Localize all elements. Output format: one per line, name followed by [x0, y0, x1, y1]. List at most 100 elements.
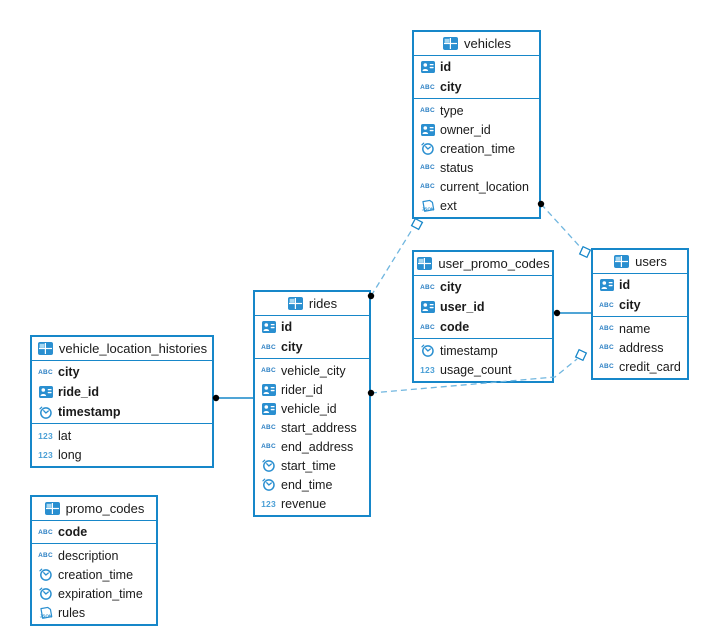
table-icon [44, 502, 61, 515]
relationship-vehicles-users [537, 200, 592, 259]
column-name: city [281, 340, 303, 354]
column-row: ABC end_address [255, 437, 369, 456]
table-header: vehicles [414, 32, 539, 56]
uuid-type-icon [419, 301, 436, 313]
column-row: ABC city [255, 337, 369, 357]
column-row: ABC city [414, 77, 539, 97]
column-name: id [619, 278, 631, 292]
columns-section: 123 lat 123 long [32, 424, 212, 466]
column-name: vehicle_id [281, 401, 337, 416]
table-icon [442, 37, 459, 50]
relationship-endpoint-square [410, 217, 424, 231]
column-row: ABC description [32, 546, 156, 565]
column-row: rider_id [255, 380, 369, 399]
table-header: promo_codes [32, 497, 156, 521]
table-rides[interactable]: rides id ABC city ABC vehicle_city [253, 290, 371, 517]
string-type-icon: ABC [420, 283, 435, 291]
string-type-icon: ABC [420, 83, 435, 91]
table-icon [287, 297, 304, 310]
timestamp-type-icon [37, 587, 54, 600]
column-name: city [619, 298, 641, 312]
column-name: description [58, 548, 119, 563]
column-name: usage_count [440, 362, 512, 377]
column-name: current_location [440, 179, 529, 194]
column-name: address [619, 340, 664, 355]
column-name: revenue [281, 496, 327, 511]
primary-key-section: ABC code [32, 521, 156, 544]
column-name: id [281, 320, 293, 334]
relationship-user_promo_codes-users [553, 309, 591, 317]
column-name: credit_card [619, 359, 681, 374]
primary-key-section: id ABC city [593, 274, 687, 317]
table-header: users [593, 250, 687, 274]
relationship-endpoint-dot [553, 309, 561, 317]
column-row: JSON ext [414, 196, 539, 215]
column-row: ABC city [414, 277, 552, 297]
table-icon [37, 342, 54, 355]
uuid-type-icon [37, 386, 54, 398]
column-row: ABC status [414, 158, 539, 177]
timestamp-type-icon [260, 478, 277, 491]
column-row: vehicle_id [255, 399, 369, 418]
column-name: city [58, 365, 80, 379]
column-row: ABC vehicle_city [255, 361, 369, 380]
column-name: owner_id [440, 122, 491, 137]
column-name: ride_id [58, 385, 99, 399]
column-row: ABC credit_card [593, 357, 687, 376]
table-users[interactable]: users id ABC city ABC name ABC [591, 248, 689, 380]
string-type-icon: ABC [38, 552, 53, 559]
column-row: id [593, 275, 687, 295]
table-vehicle_location_histories[interactable]: vehicle_location_histories ABC city ride… [30, 335, 214, 468]
column-row: ABC name [593, 319, 687, 338]
uuid-type-icon [419, 123, 436, 136]
column-name: ext [440, 198, 457, 213]
timestamp-type-icon [37, 568, 54, 581]
string-type-icon: ABC [261, 443, 276, 450]
string-type-icon: ABC [599, 344, 614, 351]
column-name: creation_time [58, 567, 134, 582]
column-name: id [440, 60, 452, 74]
table-user_promo_codes[interactable]: user_promo_codes ABC city user_id ABC co… [412, 250, 554, 383]
table-vehicles[interactable]: vehicles id ABC city ABC type [412, 30, 541, 219]
primary-key-section: ABC city ride_id timestamp [32, 361, 212, 424]
column-row: 123 lat [32, 426, 212, 445]
columns-section: ABC type owner_id creation_time ABC [414, 99, 539, 217]
table-name: vehicles [464, 36, 511, 51]
column-name: long [58, 447, 82, 462]
column-name: city [440, 280, 462, 294]
column-name: status [440, 160, 474, 175]
column-name: code [58, 525, 88, 539]
table-header: user_promo_codes [414, 252, 552, 276]
columns-section: timestamp 123 usage_count [414, 339, 552, 381]
column-row: ABC type [414, 101, 539, 120]
column-row: 123 revenue [255, 494, 369, 513]
string-type-icon: ABC [599, 363, 614, 370]
column-name: expiration_time [58, 586, 143, 601]
column-row: end_time [255, 475, 369, 494]
column-row: user_id [414, 297, 552, 317]
column-name: creation_time [440, 141, 516, 156]
string-type-icon: ABC [420, 183, 435, 190]
column-name: lat [58, 428, 72, 443]
relationship-endpoint-square [578, 245, 592, 259]
timestamp-type-icon [419, 344, 436, 357]
primary-key-section: id ABC city [255, 316, 369, 359]
timestamp-type-icon [419, 142, 436, 155]
string-type-icon: ABC [599, 325, 614, 332]
columns-section: ABC description creation_time expiration… [32, 544, 156, 624]
column-name: end_time [281, 477, 333, 492]
int-type-icon: 123 [38, 449, 53, 460]
primary-key-section: ABC city user_id ABC code [414, 276, 552, 339]
column-row: JSON rules [32, 603, 156, 622]
table-name: rides [308, 296, 338, 311]
string-type-icon: ABC [261, 343, 276, 351]
table-promo_codes[interactable]: promo_codes ABC code ABC description cre… [30, 495, 158, 626]
uuid-type-icon [419, 61, 436, 73]
svg-text:JSON: JSON [39, 613, 52, 618]
column-row: timestamp [414, 341, 552, 360]
column-row: ride_id [32, 382, 212, 402]
column-row: ABC city [32, 362, 212, 382]
column-row: expiration_time [32, 584, 156, 603]
timestamp-type-icon [37, 405, 54, 419]
